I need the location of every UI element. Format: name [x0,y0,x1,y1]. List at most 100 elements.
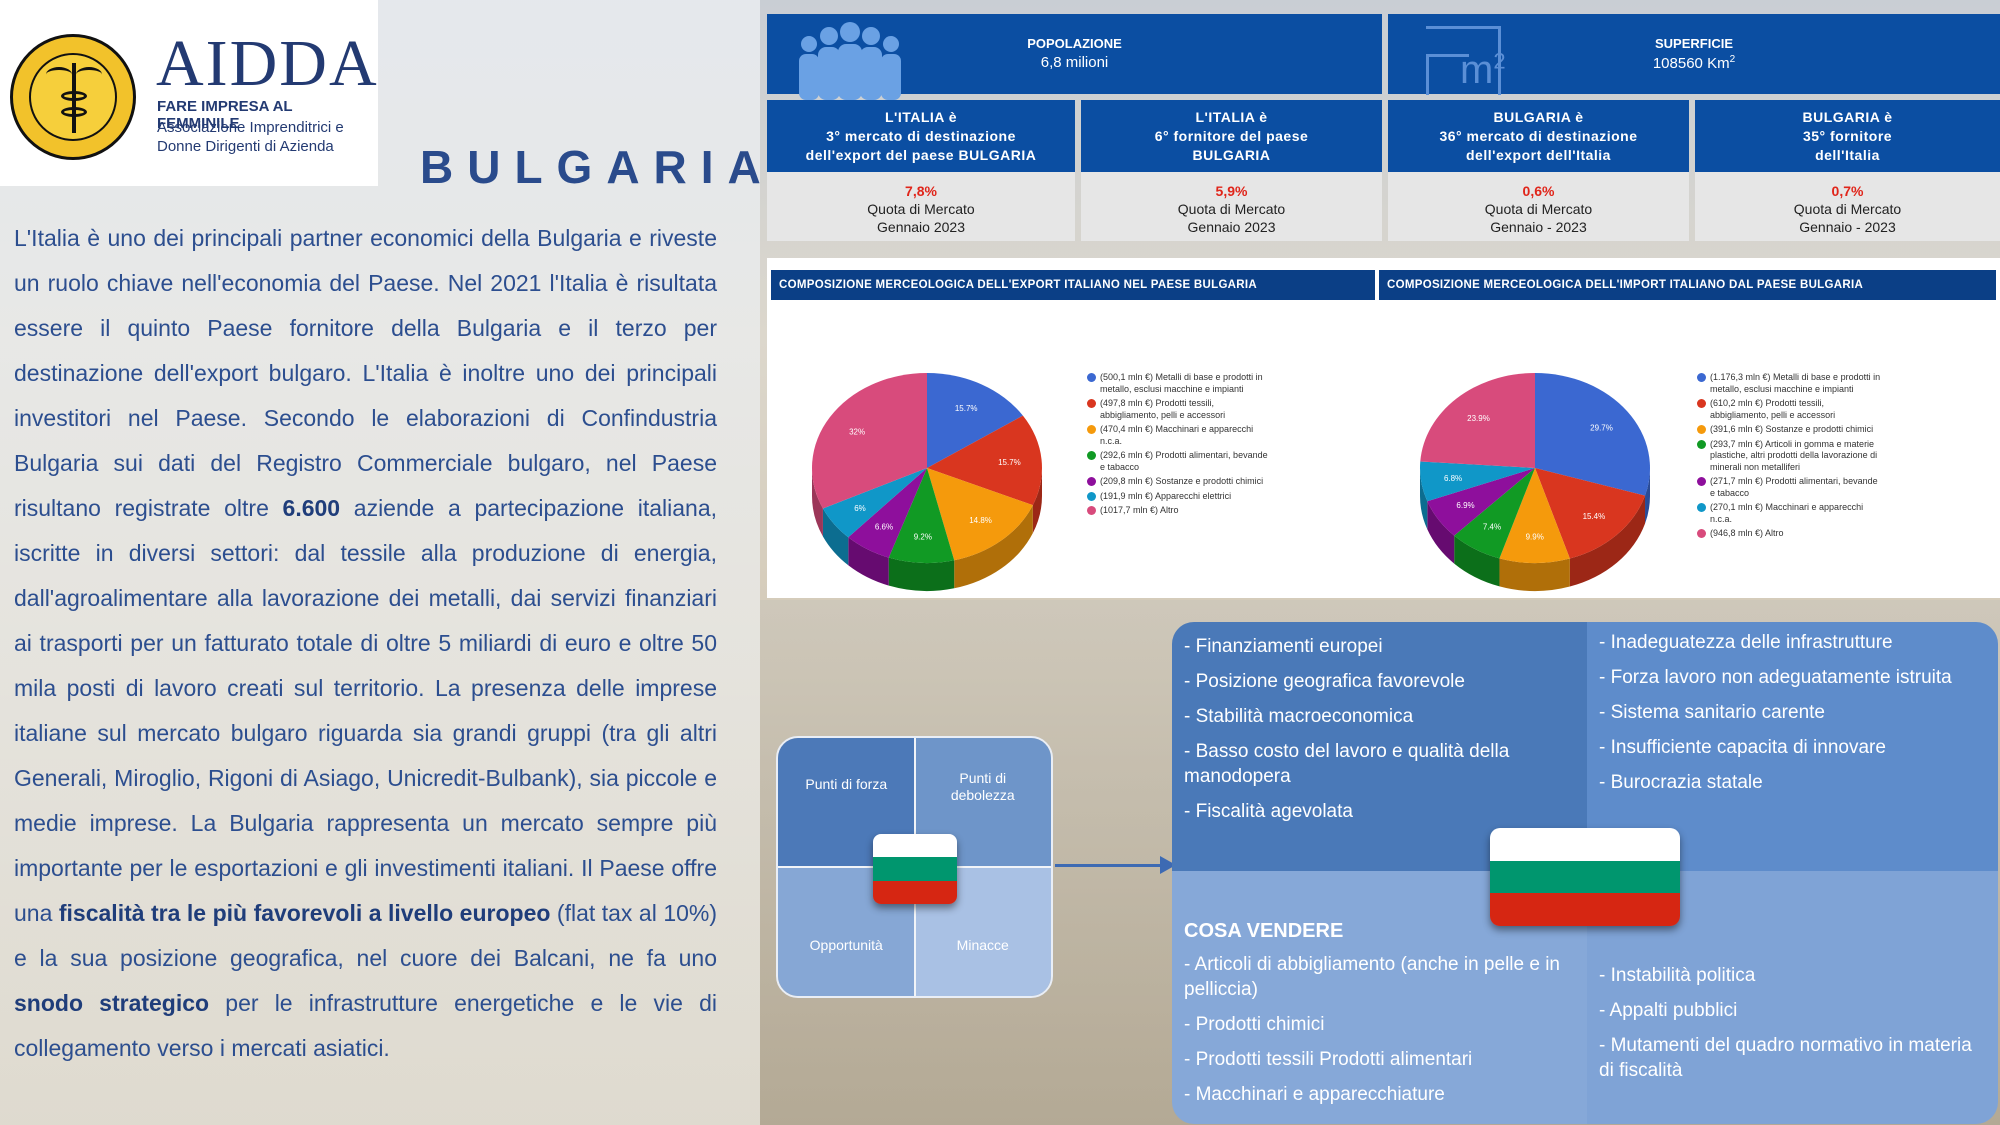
pie-slice [888,468,955,563]
area-value: 108560 Km2 [1652,54,1736,72]
pie-slice [1499,468,1570,563]
market-share-pct: 7,8% [905,183,937,199]
list-item: - Fiscalità agevolata [1184,801,1353,822]
legend-item: (191,9 mln €) Apparecchi elettrici [1087,491,1272,503]
market-share-pct: 5,9% [1215,183,1248,199]
legend-swatch [1697,529,1706,538]
brand-subtitle-1: Associazione Imprenditrici e [157,119,344,136]
legend-swatch [1087,477,1096,486]
legend-swatch [1697,399,1706,408]
legend-item: (1017,7 mln €) Altro [1087,505,1272,517]
legend-item: (293,7 mln €) Articoli in gomma e materi… [1697,439,1882,474]
pie-slice [1535,373,1650,496]
export-pie-chart: 15.7% 15.7% 14.8% 9.2% 6.6% 6% 32% [812,373,1042,591]
legend-item: (391,6 mln €) Sostanze e prodotti chimic… [1697,424,1882,436]
pie-slice-label: 9.2% [914,532,932,541]
pie-slice-label: 15.7% [998,458,1021,467]
pie-slice [1427,468,1535,536]
legend-swatch [1087,399,1096,408]
legend-label: (500,1 mln €) Metalli di base e prodotti… [1100,372,1263,394]
intro-paragraph: L'Italia è uno dei principali partner ec… [14,225,718,1061]
pie-slice-side [888,557,955,591]
legend-item: (271,7 mln €) Prodotti alimentari, bevan… [1697,476,1882,499]
legend-swatch [1087,491,1096,501]
list-item: - Articoli di abbigliamento (anche in pe… [1184,954,1560,1000]
legend-swatch [1697,503,1706,512]
list-item: - Finanziamenti europei [1184,636,1383,657]
market-cell-4: BULGARIA è 35° fornitore dell'Italia 0,7% Q… [1695,100,2000,241]
pie-slice-side [1420,468,1428,530]
export-legend: (500,1 mln €) Metalli di base e prodotti… [1087,372,1272,520]
list-item: - Macchinari e apparecchiature [1184,1084,1445,1105]
legend-swatch [1087,506,1096,515]
list-item: - Prodotti chimici [1184,1014,1325,1035]
pie-slice-label: 15.7% [955,404,978,413]
pie-slice-side [822,508,849,566]
pie-slice [1420,373,1535,468]
legend-item: (209,8 mln €) Sostanze e prodotti chimic… [1087,476,1272,488]
pie-slice-side [848,537,889,586]
market-cell-2: L'ITALIA è 6° fornitore del paese BULGARIA… [1081,100,1382,241]
legend-label: (470,4 mln €) Macchinari e apparecchi n.… [1100,424,1254,446]
legend-swatch [1087,425,1096,434]
area-box: m2 SUPERFICIE 108560 Km2 [1388,14,2000,95]
legend-item: (470,4 mln €) Macchinari e apparecchi n.… [1087,424,1272,447]
pie-slice [927,415,1042,506]
pie-slice-label: 23.9% [1467,414,1490,423]
brand-name: AIDDA [156,27,379,100]
brand-tagline: FARE IMPRESA AL FEMMINILE [157,98,293,132]
list-item: - Basso costo del lavoro e qualità della… [1184,741,1510,787]
pie-slice-label: 29.7% [1590,423,1613,432]
pie-slice-side [1499,558,1570,591]
import-legend: (1.176,3 mln €) Metalli di base e prodot… [1697,372,1882,543]
pie-slice-side [812,468,823,537]
legend-label: (293,7 mln €) Articoli in gomma e materi… [1710,438,1878,472]
list-item: - Burocrazia statale [1599,772,1763,793]
legend-label: (1017,7 mln €) Altro [1100,505,1179,515]
legend-label: (292,6 mln €) Prodotti alimentari, bevan… [1100,450,1268,472]
import-pie-chart: 29.7% 15.4% 9.9% 7.4% 6.9% 6.8% 23.9% [1420,373,1650,591]
legend-label: (270,1 mln €) Macchinari e apparecchi n.… [1710,502,1864,524]
weaknesses-box: - Inadeguatezza delle infrastrutture - F… [1587,622,1998,871]
population-value: 6,8 milioni [1040,54,1109,71]
pie-slice-label: 14.8% [969,516,992,525]
legend-label: (610,2 mln €) Prodotti tessili, abbiglia… [1710,398,1836,420]
pie-slice [822,468,927,538]
legend-swatch [1087,451,1096,460]
legend-label: (391,6 mln €) Sostanze e prodotti chimic… [1710,424,1874,434]
legend-item: (497,8 mln €) Prodotti tessili, abbiglia… [1087,398,1272,421]
list-item: - Appalti pubblici [1599,1000,1738,1021]
swot-detail: - Finanziamenti europei - Posizione geog… [1172,622,1998,1124]
list-item: - Stabilità macroeconomica [1184,706,1414,727]
pie-slice-label: 9.9% [1526,532,1544,541]
market-share-pct: 0,6% [1522,183,1555,199]
legend-label: (271,7 mln €) Prodotti alimentari, bevan… [1710,476,1878,498]
legend-item: (1.176,3 mln €) Metalli di base e prodot… [1697,372,1882,395]
pie-slice-side [1032,468,1042,534]
list-item: - Prodotti tessili Prodotti alimentari [1184,1049,1473,1070]
legend-label: (191,9 mln €) Apparecchi elettrici [1100,490,1232,501]
import-chart-title: COMPOSIZIONE MERCEOLOGICA DELL'IMPORT IT… [1379,270,1996,300]
country-title: BULGARIA [420,141,775,193]
people-icon [799,22,901,100]
bulgaria-flag-icon [873,834,957,904]
legend-item: (610,2 mln €) Prodotti tessili, abbiglia… [1697,398,1882,421]
pie-slice-label: 15.4% [1583,512,1606,521]
legend-swatch [1697,425,1706,434]
pie-slice [927,373,1023,468]
legend-label: (946,8 mln €) Altro [1710,528,1784,538]
left-panel-background [0,0,760,1125]
pie-slice-side [1427,501,1455,564]
list-item: - Insufficiente capacita di innovare [1599,737,1886,758]
pie-slice-label: 6.8% [1444,474,1462,483]
pie-slice-label: 7.4% [1483,522,1501,531]
aidda-logo: AIDDA FARE IMPRESA AL FEMMINILE Associaz… [0,0,378,186]
population-label: POPOLAZIONE [1027,36,1122,51]
fcem-seal-icon [10,34,136,160]
population-box: POPOLAZIONE 6,8 milioni [767,14,1382,100]
legend-label: (209,8 mln €) Sostanze e prodotti chimic… [1100,476,1264,486]
legend-item: (500,1 mln €) Metalli di base e prodotti… [1087,372,1272,395]
swot-matrix: Punti di forza Punti di debolezza Opportu… [776,736,1053,998]
legend-item: (946,8 mln €) Altro [1697,528,1882,540]
pie-slice-label: 32% [849,427,865,436]
